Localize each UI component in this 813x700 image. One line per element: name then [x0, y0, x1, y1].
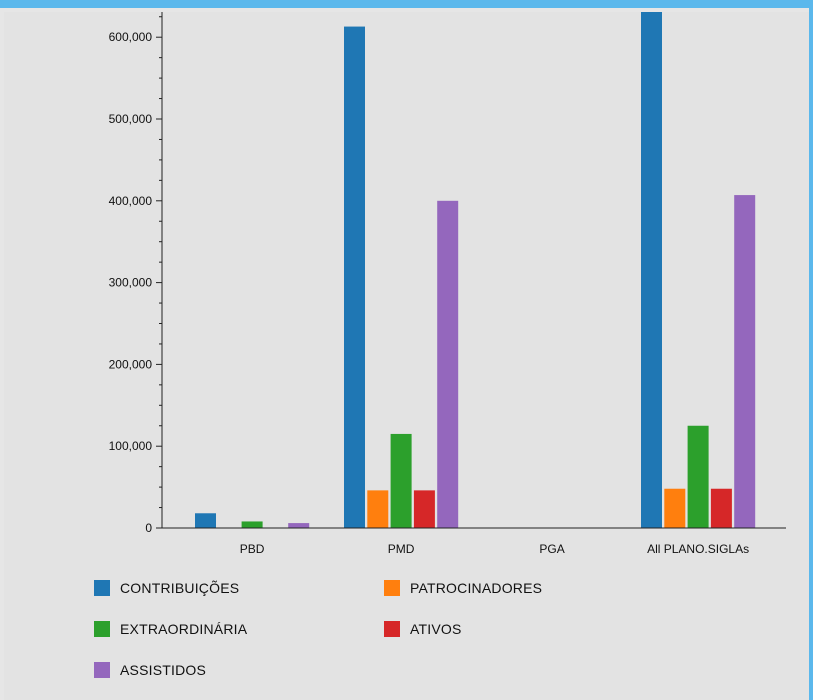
legend-item-patrocinadores[interactable]: PATROCINADORES [384, 578, 542, 598]
legend-swatch [94, 580, 110, 596]
y-axis: 0 100,000 200,000 300,000 400,000 500,000 600,… [109, 12, 163, 535]
legend-item-extraordinaria[interactable]: EXTRAORDINÁRIA [94, 619, 247, 639]
legend-item-ativos[interactable]: ATIVOS [384, 619, 462, 639]
bar-4-3[interactable] [734, 195, 756, 528]
legend-item-contribuicoes[interactable]: CONTRIBUIÇÕES [94, 578, 239, 598]
legend-label: CONTRIBUIÇÕES [120, 580, 240, 596]
legend-label: ATIVOS [410, 621, 462, 637]
y-tick-label: 0 [145, 521, 152, 535]
legend-swatch [384, 621, 400, 637]
chart-background [4, 12, 809, 700]
y-tick-label: 600,000 [109, 30, 153, 44]
bar-2-3[interactable] [687, 425, 709, 528]
legend-item-assistidos[interactable]: ASSISTIDOS [94, 660, 206, 680]
x-tick-label: PGA [539, 542, 564, 556]
y-tick-label: 500,000 [109, 112, 153, 126]
legend-label: ASSISTIDOS [120, 662, 207, 678]
y-tick-label: 300,000 [109, 276, 153, 290]
x-tick-label: PMD [388, 542, 415, 556]
bar-0-0[interactable] [195, 513, 216, 528]
legend-label: PATROCINADORES [410, 580, 543, 596]
bar-3-3[interactable] [710, 488, 732, 528]
legend-swatch [384, 580, 400, 596]
x-tick-label: PBD [240, 542, 265, 556]
bar-2-1[interactable] [390, 433, 412, 528]
x-axis: PBD PMD PGA All PLANO.SIGLAs [162, 527, 786, 556]
y-tick-label: 200,000 [109, 357, 153, 371]
bar-1-1[interactable] [367, 490, 389, 528]
legend-label: EXTRAORDINÁRIA [120, 621, 248, 637]
bar-1-3[interactable] [664, 488, 686, 528]
bar-2-0[interactable] [241, 521, 263, 528]
bar-0-1[interactable] [344, 26, 365, 528]
x-tick-label: All PLANO.SIGLAs [647, 542, 749, 556]
y-tick-label: 400,000 [109, 194, 153, 208]
bar-4-0[interactable] [288, 523, 310, 528]
legend-swatch [94, 621, 110, 637]
legend-swatch [94, 662, 110, 678]
bars [195, 12, 756, 529]
bar-3-1[interactable] [413, 490, 435, 528]
bar-4-1[interactable] [437, 200, 459, 529]
bar-0-3[interactable] [641, 12, 662, 528]
y-tick-label: 100,000 [109, 439, 153, 453]
